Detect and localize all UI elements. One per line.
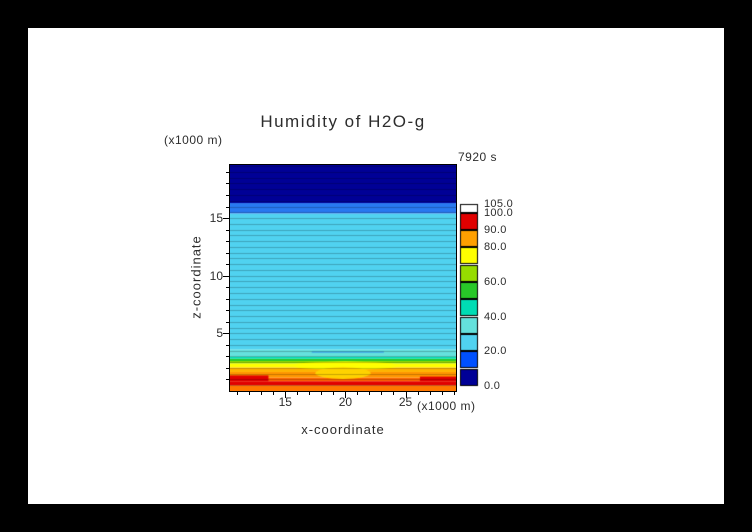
y-minor-tick [226,299,229,300]
y-minor-tick [226,253,229,254]
y-minor-tick [226,195,229,196]
plot-title: Humidity of H2O-g [260,112,426,131]
x-major-tick [285,392,286,398]
x-major-tick [345,392,346,398]
x-tick-label: 15 [278,395,292,409]
y-tick-label: 15 [209,211,223,226]
x-minor-tick [261,392,262,395]
x-minor-tick [357,392,358,395]
y-minor-tick [226,322,229,323]
colorbar-tick-label: 40.0 [484,310,507,323]
y-tick-label: 10 [209,268,223,283]
y-minor-tick [226,368,229,369]
x-tick-label: 25 [398,395,413,409]
x-minor-tick [321,392,322,395]
y-major-tick [223,218,229,219]
heatmap-canvas [230,165,456,391]
x-axis-label: x-coordinate [301,422,385,437]
y-minor-tick [226,345,229,346]
y-major-tick [223,333,229,334]
x-axis-unit: (x1000 m) [417,399,476,413]
y-minor-tick [226,356,229,357]
heatmap-plot-frame [229,164,457,392]
x-minor-tick [442,392,443,395]
y-minor-tick [226,183,229,184]
x-minor-tick [273,392,274,395]
colorbar-tick-label: 0.0 [484,380,501,392]
x-minor-tick [297,392,298,395]
time-label: 7920 s [458,150,498,164]
x-minor-tick [393,392,394,395]
y-minor-tick [226,310,229,311]
x-minor-tick [454,392,455,395]
y-axis-unit: (x1000 m) [164,133,223,147]
y-minor-tick [226,264,229,265]
y-tick-label: 5 [216,326,223,341]
x-minor-tick [369,392,370,395]
y-minor-tick [226,287,229,288]
x-minor-tick [249,392,250,395]
x-minor-tick [430,392,431,395]
colorbar-tick-label: 80.0 [484,241,507,254]
y-minor-tick [226,172,229,173]
colorbar-tick-label: 90.0 [484,224,507,236]
colorbar [459,203,479,387]
x-minor-tick [381,392,382,395]
colorbar-tick-label: 20.0 [484,345,507,358]
y-minor-tick [226,241,229,242]
x-major-tick [406,392,407,398]
x-minor-tick [333,392,334,395]
x-minor-tick [418,392,419,395]
colorbar-tick-label: 100.0 [484,206,514,219]
x-minor-tick [237,392,238,395]
y-minor-tick [226,379,229,380]
y-minor-tick [226,230,229,231]
y-major-tick [223,276,229,277]
y-minor-tick [226,207,229,208]
colorbar-tick-label: 60.0 [484,276,507,288]
x-minor-tick [309,392,310,395]
x-tick-label: 20 [338,395,353,409]
colorbar-tick-label: 105.0 [484,198,514,210]
